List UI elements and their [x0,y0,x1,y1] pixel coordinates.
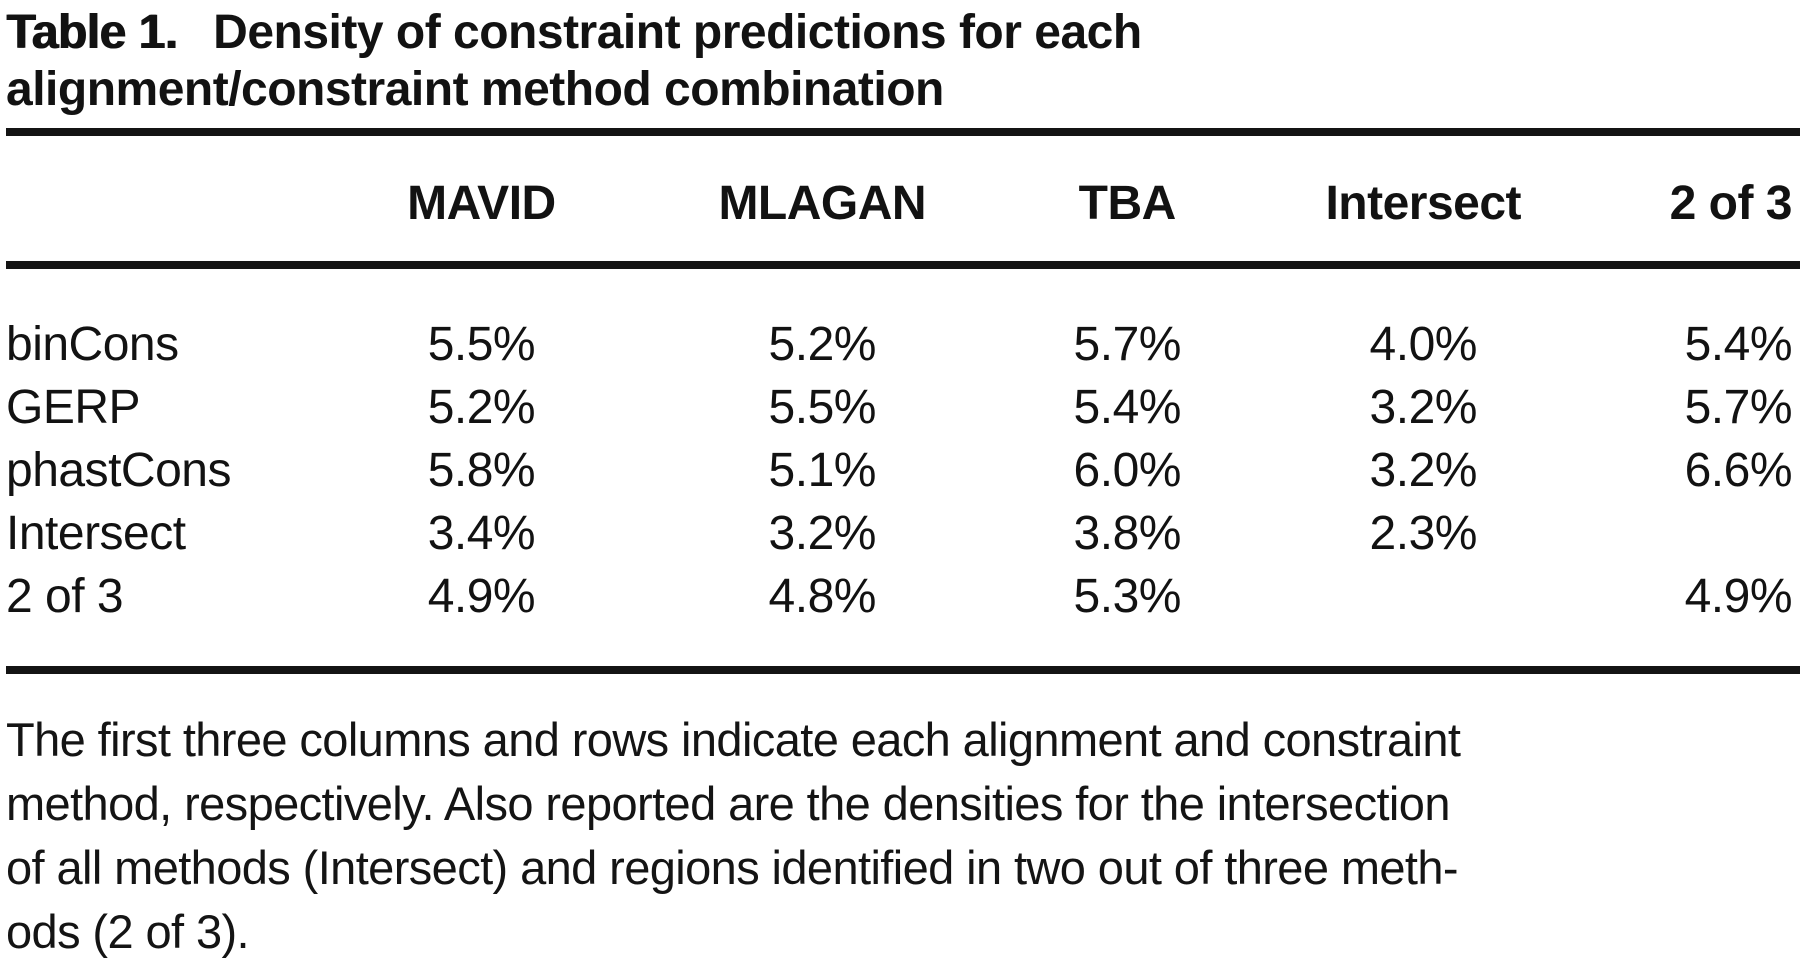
data-cell-empty [1262,565,1585,670]
column-header-blank [6,132,311,265]
data-cell: 3.2% [1369,444,1478,497]
data-cell: 5.7% [1073,318,1182,371]
footnote-line-2: method, respectively. Also reported are … [6,777,1450,830]
caption-line-1: Table 1. Density of constraint prediction… [6,4,1800,61]
footnote-line-1: The first three columns and rows indicat… [6,713,1461,766]
data-cell: 3.4% [427,507,536,560]
data-cell: 4.9% [1684,570,1793,623]
column-header-tba: TBA [1078,177,1177,230]
data-cell: 4.8% [768,570,877,623]
data-cell: 3.8% [1073,507,1182,560]
data-cell: 4.0% [1369,318,1478,371]
header-row: MAVID MLAGAN TBA Intersect 2 of 3 [6,132,1800,265]
results-table: MAVID MLAGAN TBA Intersect 2 of 3 binCon… [6,128,1800,674]
table-body: binCons 5.5% 5.2% 5.7% 4.0% 5.4% GERP 5.… [6,265,1800,670]
data-cell: 5.7% [1684,381,1793,434]
row-label: GERP [6,381,141,434]
table-caption: Table 1. Density of constraint prediction… [6,4,1800,118]
row-label: phastCons [6,444,231,497]
row-label: Intersect [6,507,186,560]
table-row-gerp: GERP 5.2% 5.5% 5.4% 3.2% 5.7% [6,376,1800,439]
table-header: MAVID MLAGAN TBA Intersect 2 of 3 [6,132,1800,265]
data-cell: 5.2% [427,381,536,434]
data-cell: 5.4% [1073,381,1182,434]
table-row-bincons: binCons 5.5% 5.2% 5.7% 4.0% 5.4% [6,265,1800,376]
data-cell: 4.9% [427,570,536,623]
table-number-label: Table 1. [6,6,178,59]
table-row-phastcons: phastCons 5.8% 5.1% 6.0% 3.2% 6.6% [6,439,1800,502]
data-cell: 5.3% [1073,570,1182,623]
data-cell: 5.1% [768,444,877,497]
column-header-mavid: MAVID [407,177,556,230]
table-row-2of3: 2 of 3 4.9% 4.8% 5.3% 4.9% [6,565,1800,670]
column-header-intersect: Intersect [1325,177,1522,230]
caption-line-2: alignment/constraint method combination [6,63,944,116]
data-cell-empty [1585,502,1800,565]
data-cell: 5.5% [768,381,877,434]
column-header-mlagan: MLAGAN [718,177,927,230]
data-cell: 5.8% [427,444,536,497]
caption-text-1: Density of constraint predictions for ea… [213,6,1142,59]
row-label: binCons [6,318,179,371]
data-cell: 5.5% [427,318,536,371]
data-cell: 3.2% [1369,381,1478,434]
table-row-intersect: Intersect 3.4% 3.2% 3.8% 2.3% [6,502,1800,565]
data-cell: 3.2% [768,507,877,560]
data-cell: 2.3% [1369,507,1478,560]
data-cell: 6.6% [1684,444,1793,497]
data-cell: 5.4% [1684,318,1793,371]
footnote-line-4: ods (2 of 3). [6,905,250,958]
data-cell: 6.0% [1073,444,1182,497]
table-footnote: The first three columns and rows indicat… [6,708,1800,958]
data-cell: 5.2% [768,318,877,371]
footnote-line-3: of all methods (Intersect) and regions i… [6,841,1459,894]
column-header-2of3: 2 of 3 [1669,177,1793,230]
row-label: 2 of 3 [6,570,124,623]
